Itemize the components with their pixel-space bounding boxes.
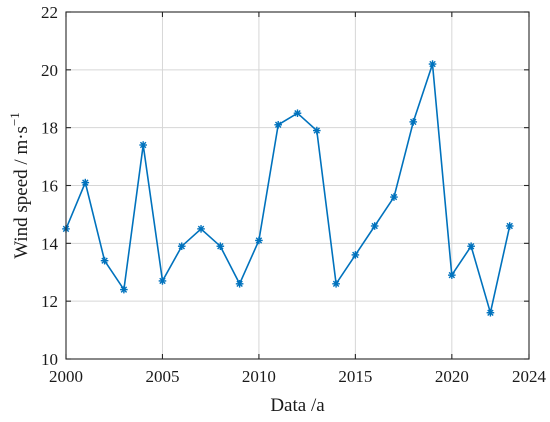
data-point-marker bbox=[293, 109, 302, 118]
x-tick-label: 2005 bbox=[145, 367, 179, 386]
data-point-marker bbox=[428, 60, 437, 68]
data-point-marker bbox=[274, 120, 283, 129]
series-line bbox=[65, 63, 511, 313]
y-axis-label-main: Wind speed / m·s bbox=[11, 126, 32, 259]
data-point-marker bbox=[158, 277, 167, 285]
y-axis-label-superscript: −1 bbox=[7, 112, 22, 126]
data-point-marker bbox=[467, 242, 475, 251]
data-point-marker bbox=[486, 308, 495, 317]
data-point-marker bbox=[448, 271, 456, 279]
y-axis-label: Wind speed / m·s−1 bbox=[7, 112, 32, 259]
data-point-marker bbox=[100, 256, 109, 265]
data-point-marker bbox=[81, 178, 90, 187]
x-axis-label: Data /a bbox=[270, 395, 325, 416]
data-point-marker bbox=[197, 225, 205, 233]
y-tick-label: 12 bbox=[41, 292, 58, 311]
x-tick-label: 2020 bbox=[435, 367, 469, 386]
y-tick-label: 20 bbox=[41, 61, 58, 80]
x-tick-label: 2024 bbox=[512, 367, 547, 386]
tick-labels: 2000 2005 2010 2015 2020 2024 10 12 14 16 18 20 22 bbox=[41, 3, 547, 386]
y-tick-label: 18 bbox=[41, 119, 58, 138]
y-tick-label: 10 bbox=[41, 350, 58, 369]
y-tick-label: 16 bbox=[41, 177, 58, 196]
data-point-marker bbox=[505, 222, 514, 230]
data-point-marker bbox=[120, 285, 128, 294]
y-tick-label: 22 bbox=[41, 3, 58, 22]
grid bbox=[66, 12, 529, 359]
data-point-marker bbox=[370, 222, 379, 230]
data-point-marker bbox=[235, 280, 244, 288]
data-point-marker bbox=[312, 126, 321, 135]
series-layer bbox=[62, 60, 514, 317]
x-tick-label: 2010 bbox=[242, 367, 276, 386]
data-point-marker bbox=[177, 242, 186, 251]
data-point-marker bbox=[216, 242, 225, 251]
x-tick-label: 2015 bbox=[338, 367, 372, 386]
x-tick-label: 2000 bbox=[49, 367, 83, 386]
data-point-marker bbox=[332, 280, 340, 288]
data-point-marker bbox=[390, 193, 398, 201]
y-tick-label: 14 bbox=[41, 234, 59, 253]
ticks bbox=[65, 11, 530, 360]
data-point-marker bbox=[351, 251, 360, 259]
data-point-marker bbox=[255, 236, 263, 245]
data-point-marker bbox=[409, 118, 418, 126]
data-point-marker bbox=[139, 141, 147, 149]
